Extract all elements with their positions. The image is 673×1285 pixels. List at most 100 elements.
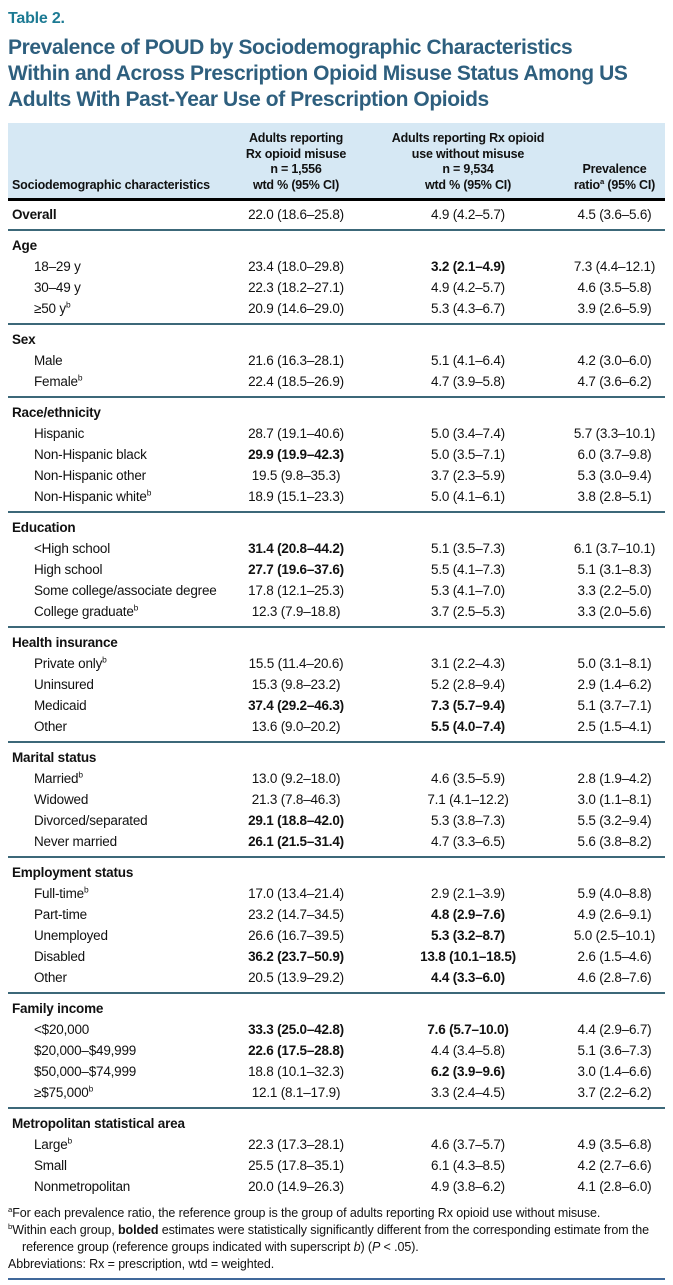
cell-prevalence-ratio: 3.8 (2.8–5.1) <box>577 489 652 504</box>
cell-misuse-wtd-pct: 37.4 (29.2–46.3) <box>248 698 344 713</box>
table-row: College graduateb 12.3 (7.9–18.8) 3.7 (2.5… <box>8 601 665 622</box>
row-label: Nonmetropolitan <box>34 1179 131 1194</box>
table-row: High school 27.7 (19.6–37.6) 5.5 (4.1–7.3)… <box>8 559 665 580</box>
cell-prevalence-ratio: 4.6 (2.8–7.6) <box>577 970 652 985</box>
cell-no-misuse-wtd-pct: 4.9 (3.8–6.2) <box>431 1179 505 1194</box>
cell-no-misuse-wtd-pct: 5.3 (4.1–7.0) <box>431 583 505 598</box>
header-line: wtd % (95% CI) <box>252 177 340 192</box>
cell-no-misuse-wtd-pct: 5.3 (3.8–7.3) <box>431 813 505 828</box>
cell-no-misuse-wtd-pct: 6.2 (3.9–9.6) <box>431 1064 505 1079</box>
cell-prevalence-ratio: 5.5 (3.2–9.4) <box>577 813 652 828</box>
table-row: Male 21.6 (16.3–28.1) 5.1 (4.1–6.4) 4.2 (3.… <box>8 350 665 371</box>
header-line: ratioa (95% CI) <box>573 176 656 192</box>
cell-prevalence-ratio: 7.3 (4.4–12.1) <box>573 259 656 274</box>
table-row: ≥50 yb 20.9 (14.6–29.0) 5.3 (4.3–6.7) 3.9 (… <box>8 298 665 319</box>
row-label: $50,000–$74,999 <box>34 1064 137 1079</box>
table-row: Part-time 23.2 (14.7–34.5) 4.8 (2.9–7.6) 4.… <box>8 904 665 925</box>
table-row: $20,000–$49,999 22.6 (17.5–28.8) 4.4 (3.4–… <box>8 1040 665 1061</box>
footnote-b: bWithin each group, bolded estimates wer… <box>8 1221 649 1254</box>
cell-misuse-wtd-pct: 13.0 (9.2–18.0) <box>251 771 341 786</box>
col-header-adults-reporting-rx-opioid-use-without-misuse: Adults reporting Rx opioid use without mi… <box>372 131 564 193</box>
reference-group-superscript: b <box>83 884 89 895</box>
cell-prevalence-ratio: 3.7 (2.2–6.2) <box>577 1085 652 1100</box>
table-row: Medicaid 37.4 (29.2–46.3) 7.3 (5.7–9.4) 5.1… <box>8 695 665 716</box>
cell-no-misuse-wtd-pct: 7.1 (4.1–12.2) <box>427 792 509 807</box>
cell-misuse-wtd-pct: 29.1 (18.8–42.0) <box>248 813 344 828</box>
row-label: Some college/associate degree <box>34 583 217 598</box>
table-label: Table 2. <box>8 10 65 27</box>
cell-misuse-wtd-pct: 15.5 (11.4–20.6) <box>248 656 344 671</box>
section-divider <box>8 741 665 743</box>
cell-prevalence-ratio: 5.7 (3.3–10.1) <box>573 426 656 441</box>
cell-prevalence-ratio: 5.1 (3.6–7.3) <box>577 1043 652 1058</box>
cell-no-misuse-wtd-pct: 6.1 (4.3–8.5) <box>431 1158 505 1173</box>
cell-prevalence-ratio: 4.2 (2.7–6.6) <box>577 1158 652 1173</box>
table-row: Femaleb 22.4 (18.5–26.9) 4.7 (3.9–5.8) 4.7 … <box>8 371 665 392</box>
cell-no-misuse-wtd-pct: 4.7 (3.9–5.8) <box>431 374 505 389</box>
cell-no-misuse-wtd-pct: 5.0 (4.1–6.1) <box>431 489 505 504</box>
cell-prevalence-ratio: 4.5 (3.6–5.6) <box>577 207 652 222</box>
row-label: Never married <box>34 834 117 849</box>
row-label: High school <box>34 562 103 577</box>
table-row: Other 13.6 (9.0–20.2) 5.5 (4.0–7.4) 2.5 (1.… <box>8 716 665 737</box>
cell-prevalence-ratio: 5.0 (2.5–10.1) <box>573 928 656 943</box>
cell-misuse-wtd-pct: 13.6 (9.0–20.2) <box>251 719 341 734</box>
cell-no-misuse-wtd-pct: 4.4 (3.3–6.0) <box>431 970 505 985</box>
row-label: Small <box>34 1158 67 1173</box>
row-label: Other <box>34 719 67 734</box>
table-row: Marriedb 13.0 (9.2–18.0) 4.6 (3.5–5.9) 2.8 … <box>8 768 665 789</box>
table-row: <High school 31.4 (20.8–44.2) 5.1 (3.5–7.3… <box>8 538 665 559</box>
cell-no-misuse-wtd-pct: 5.0 (3.4–7.4) <box>431 426 505 441</box>
row-label: Sex <box>12 332 36 347</box>
cell-prevalence-ratio: 2.9 (1.4–6.2) <box>577 677 652 692</box>
row-label: Employment status <box>12 865 134 880</box>
header-line: n = 1,556 <box>270 162 322 176</box>
row-label: <$20,000 <box>34 1022 90 1037</box>
header-line: Adults reporting Rx opioid <box>391 131 545 145</box>
cell-no-misuse-wtd-pct: 4.9 (4.2–5.7) <box>431 280 505 295</box>
title-line: Prevalence of POUD by Sociodemographic C… <box>8 36 573 59</box>
section-divider <box>8 229 665 231</box>
cell-prevalence-ratio: 4.4 (2.9–6.7) <box>577 1022 652 1037</box>
cell-misuse-wtd-pct: 22.6 (17.5–28.8) <box>248 1043 344 1058</box>
cell-no-misuse-wtd-pct: 3.2 (2.1–4.9) <box>431 259 505 274</box>
table-row: Non-Hispanic black 29.9 (19.9–42.3) 5.0 (3… <box>8 444 665 465</box>
cell-misuse-wtd-pct: 15.3 (9.8–23.2) <box>251 677 341 692</box>
footnote-abbreviations: Abbreviations: Rx = prescription, wtd = … <box>8 1257 275 1271</box>
section-header-row: Sex <box>8 329 665 350</box>
cell-misuse-wtd-pct: 18.9 (15.1–23.3) <box>248 489 344 504</box>
cell-misuse-wtd-pct: 23.2 (14.7–34.5) <box>248 907 344 922</box>
title-line: Within and Across Prescription Opioid Mi… <box>8 62 628 85</box>
table-row: Small 25.5 (17.8–35.1) 6.1 (4.3–8.5) 4.2 (2… <box>8 1155 665 1176</box>
cell-misuse-wtd-pct: 29.9 (19.9–42.3) <box>248 447 344 462</box>
table-row: Widowed 21.3 (7.8–46.3) 7.1 (4.1–12.2) 3.0 … <box>8 789 665 810</box>
table-row: Unemployed 26.6 (16.7–39.5) 5.3 (3.2–8.7) 5… <box>8 925 665 946</box>
section-divider <box>8 396 665 398</box>
cell-prevalence-ratio: 6.1 (3.7–10.1) <box>573 541 656 556</box>
row-label: Full-timeb <box>34 884 89 901</box>
section-header-row: Family income <box>8 998 665 1019</box>
cell-prevalence-ratio: 3.0 (1.1–8.1) <box>577 792 652 807</box>
section-header-row: Employment status <box>8 862 665 883</box>
cell-prevalence-ratio: 4.1 (2.8–6.0) <box>577 1179 652 1194</box>
header-line: Prevalence <box>582 162 647 176</box>
cell-no-misuse-wtd-pct: 5.5 (4.0–7.4) <box>431 719 505 734</box>
row-label: Non-Hispanic black <box>34 447 147 462</box>
cell-no-misuse-wtd-pct: 4.4 (3.4–5.8) <box>431 1043 505 1058</box>
cell-misuse-wtd-pct: 20.9 (14.6–29.0) <box>248 301 344 316</box>
cell-misuse-wtd-pct: 31.4 (20.8–44.2) <box>248 541 344 556</box>
cell-prevalence-ratio: 3.3 (2.2–5.0) <box>577 583 652 598</box>
row-label: Race/ethnicity <box>12 405 101 420</box>
row-label: ≥50 yb <box>34 299 71 316</box>
cell-prevalence-ratio: 2.5 (1.5–4.1) <box>577 719 652 734</box>
row-label: ≥$75,000b <box>34 1083 94 1100</box>
row-label: Part-time <box>34 907 87 922</box>
row-label: Divorced/separated <box>34 813 148 828</box>
table-row: 30–49 y 22.3 (18.2–27.1) 4.9 (4.2–5.7) 4.6 … <box>8 277 665 298</box>
cell-no-misuse-wtd-pct: 13.8 (10.1–18.5) <box>420 949 516 964</box>
cell-no-misuse-wtd-pct: 3.7 (2.3–5.9) <box>431 468 505 483</box>
table-row: $50,000–$74,999 18.8 (10.1–32.3) 6.2 (3.9–… <box>8 1061 665 1082</box>
section-header-row: Metropolitan statistical area <box>8 1113 665 1134</box>
cell-prevalence-ratio: 4.7 (3.6–6.2) <box>577 374 652 389</box>
cell-prevalence-ratio: 5.0 (3.1–8.1) <box>577 656 652 671</box>
